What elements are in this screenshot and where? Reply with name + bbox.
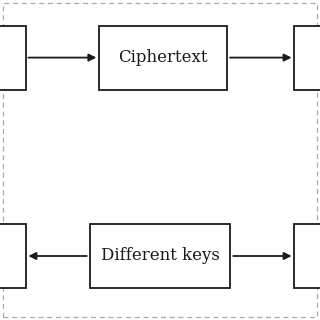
Bar — [0, 26, 26, 90]
Text: Ciphertext: Ciphertext — [118, 49, 208, 66]
Bar — [90, 224, 230, 288]
Bar — [0, 224, 26, 288]
Bar — [294, 26, 320, 90]
Bar — [99, 26, 227, 90]
Bar — [294, 224, 320, 288]
Text: Different keys: Different keys — [100, 247, 220, 265]
